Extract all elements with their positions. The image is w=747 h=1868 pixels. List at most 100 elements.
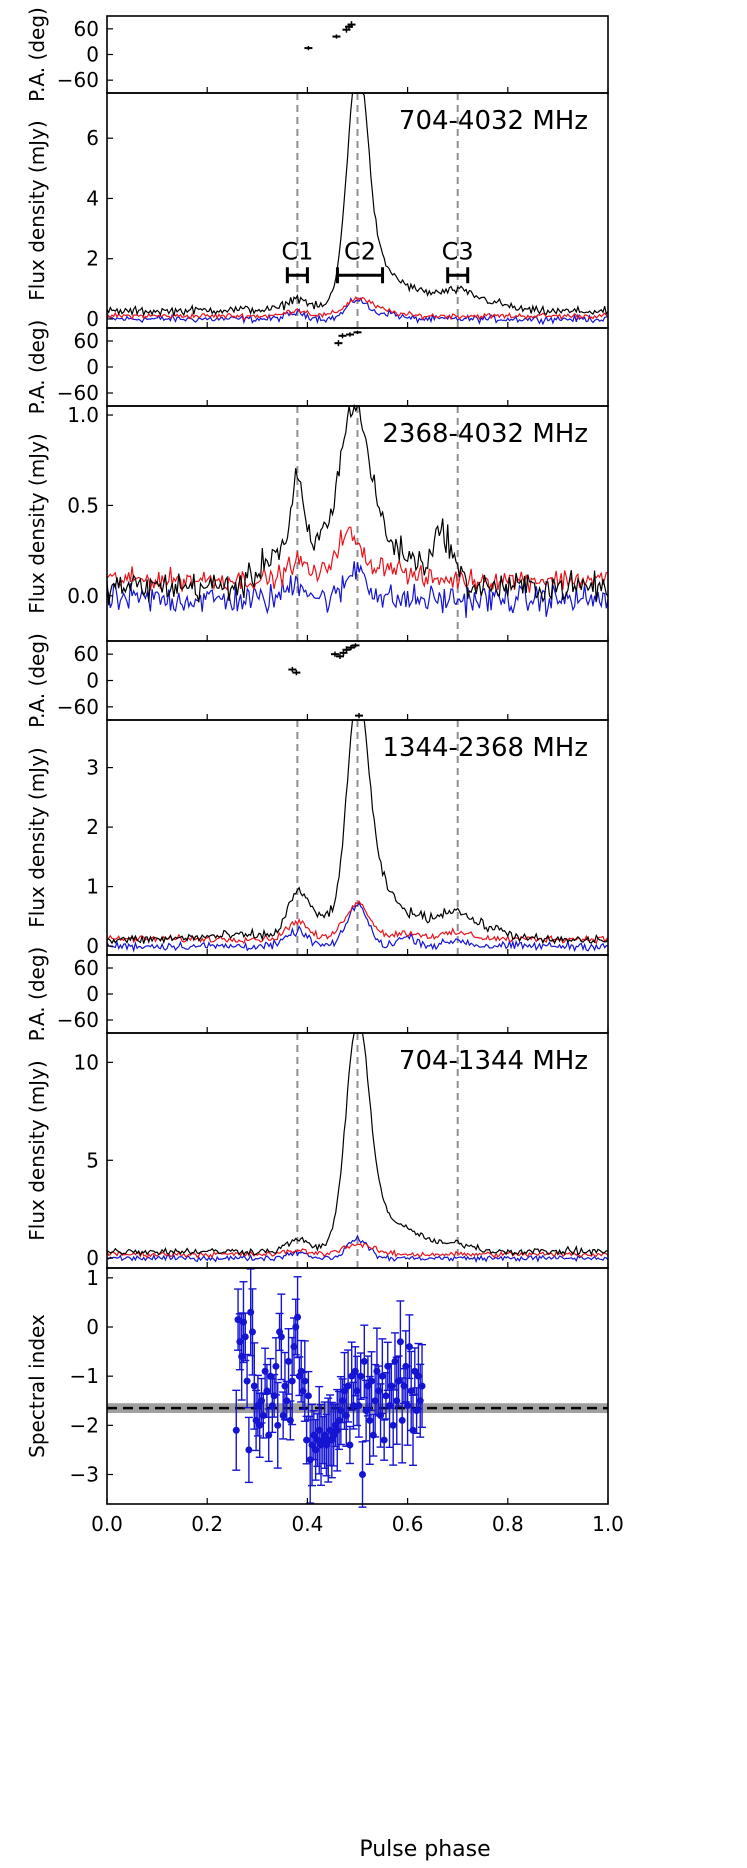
y-tick-label: 0 [86,307,99,331]
y-axis-label: Flux density (mJy) [25,747,49,927]
y-tick-label: −60 [57,381,99,405]
x-tick-label: 0.8 [492,1512,524,1536]
spectral-index-point [232,1426,240,1434]
spectral-index-point [277,1333,285,1341]
frequency-band-label: 1344-2368 MHz [382,733,588,763]
frequency-band-label: 704-4032 MHz [399,106,588,136]
y-tick-label: 0 [86,43,99,67]
circular-polarization-line [106,901,609,953]
x-tick-label: 0.6 [392,1512,424,1536]
y-tick-label: 0.0 [67,584,99,608]
y-tick-label: 60 [74,642,99,666]
spectral-index-point [368,1377,376,1385]
y-axis-label: P.A. (deg) [25,633,49,728]
spectral-index-point [348,1372,356,1380]
y-tick-label: 2 [86,247,99,271]
y-tick-label: 5 [86,1148,99,1172]
spectral-index-point [355,1402,363,1410]
y-tick-label: 60 [74,329,99,353]
x-tick-label: 0.4 [291,1512,323,1536]
y-tick-label: 4 [86,186,99,210]
spectral-index-point [274,1421,282,1429]
spectral-index-point [366,1416,374,1424]
y-tick-label: 0 [86,669,99,693]
spectral-index-point [378,1372,386,1380]
spectral-index-point [301,1377,309,1385]
y-tick-label: 0.5 [67,493,99,517]
y-tick-label: 6 [86,126,99,150]
y-tick-label: 60 [74,17,99,41]
y-axis-label: P.A. (deg) [25,320,49,415]
y-tick-label: 1 [86,1266,99,1290]
spectral-index-point [344,1382,352,1390]
spectral-index-point [404,1402,412,1410]
spectral-index-point [346,1441,354,1449]
spectral-index-point [265,1431,273,1439]
spectral-index-point [248,1328,256,1336]
panel-frame [106,327,609,407]
linear-polarization-line [106,526,609,593]
linear-polarization-line [106,900,609,945]
y-axis-label: P.A. (deg) [25,7,49,102]
spectral-index-point [380,1436,388,1444]
spectral-index-point [382,1392,390,1400]
spectral-index-point [288,1377,296,1385]
frequency-band-label: 2368-4032 MHz [382,419,588,449]
y-tick-label: 0 [86,1315,99,1339]
spectral-index-point [303,1436,311,1444]
spectral-index-point [396,1338,404,1346]
y-tick-label: 0 [86,934,99,958]
data-layer [106,21,609,1508]
y-axis-label: Flux density (mJy) [25,433,49,613]
spectral-index-point [285,1357,293,1365]
linear-polarization-line [106,295,609,321]
panel-frame [106,15,609,94]
y-axis-label: Flux density (mJy) [25,120,49,300]
spectral-index-point [398,1416,406,1424]
spectral-index-point [357,1372,365,1380]
spectral-index-point [418,1382,426,1390]
frames-layer [106,15,609,1505]
y-tick-label: 1 [86,875,99,899]
y-tick-label: −60 [57,1008,99,1032]
circular-polarization-line [106,1234,609,1263]
spectral-index-point [243,1377,251,1385]
panel-frame [106,954,609,1034]
x-tick-label: 0.0 [91,1512,123,1536]
y-axis-label: Flux density (mJy) [25,1060,49,1240]
y-tick-label: 3 [86,756,99,780]
spectral-index-point [411,1367,419,1375]
y-tick-label: 10 [74,1050,99,1074]
spectral-index-point [245,1446,253,1454]
spectral-index-point [405,1343,413,1351]
spectral-index-point [407,1387,415,1395]
spectral-index-point [409,1426,417,1434]
y-tick-label: −1 [70,1364,99,1388]
y-tick-label: 0 [86,1246,99,1270]
y-axis-label: Spectral index [25,1314,49,1458]
spectral-index-point [304,1392,312,1400]
spectral-index-point [389,1421,397,1429]
y-tick-label: −2 [70,1413,99,1437]
y-tick-label: −3 [70,1463,99,1487]
frequency-band-label: 704-1344 MHz [399,1046,588,1076]
y-tick-label: −60 [57,695,99,719]
x-tick-label: 1.0 [592,1512,624,1536]
component-label: C1 [281,237,313,265]
x-tick-label: 0.2 [191,1512,223,1536]
spectral-index-point [241,1333,249,1341]
linear-polarization-line [106,1243,609,1259]
y-tick-label: 0 [86,982,99,1006]
spectral-index-point [359,1471,367,1478]
y-axis-label: P.A. (deg) [25,947,49,1042]
y-tick-label: 60 [74,956,99,980]
y-tick-label: 1.0 [67,403,99,427]
y-tick-label: −60 [57,68,99,92]
panel-frame [106,640,609,721]
y-tick-label: 0 [86,355,99,379]
spectral-index-point [349,1402,357,1410]
component-label: C3 [442,237,474,265]
spectral-index-point [272,1362,280,1370]
